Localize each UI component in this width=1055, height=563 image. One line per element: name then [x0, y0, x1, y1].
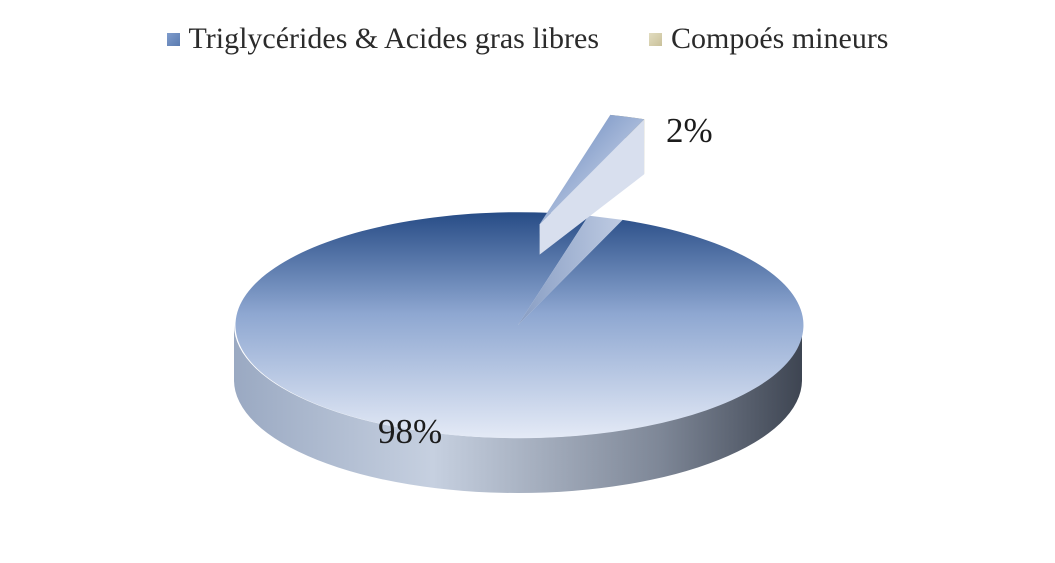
pie-layer: 98% 2%	[234, 111, 804, 493]
legend-label-composes-mineurs: Compoés mineurs	[671, 22, 889, 55]
pie-slice-triglycerides	[235, 212, 804, 439]
pie-slice-triglycerides-side	[234, 325, 802, 493]
legend-swatch-triglycerides	[166, 32, 180, 46]
pie-gap-wall	[518, 215, 623, 325]
legend-item-composes-mineurs: Compoés mineurs	[649, 22, 889, 56]
legend-swatch-composes-mineurs	[649, 32, 662, 46]
pie-slice-composes-mineurs-cut	[539, 119, 645, 255]
legend-item-triglycerides: Triglycérides & Acides gras libres	[166, 22, 600, 56]
data-label-composes-mineurs: 2%	[666, 111, 713, 150]
legend-label-triglycerides: Triglycérides & Acides gras libres	[188, 22, 600, 55]
data-label-triglycerides: 98%	[378, 412, 442, 451]
chart-legend: Triglycérides & Acides gras libres Compo…	[0, 22, 1055, 56]
pie-slice-composes-mineurs	[539, 114, 645, 225]
